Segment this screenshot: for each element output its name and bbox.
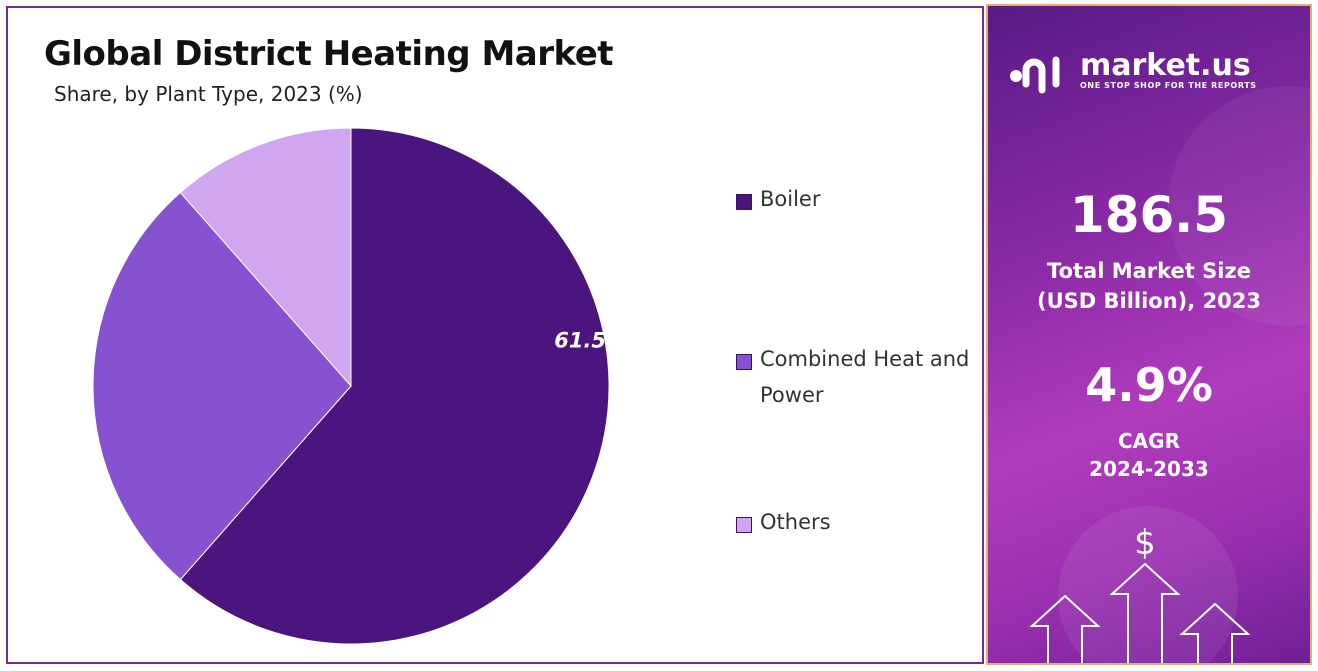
legend-swatch bbox=[736, 517, 752, 533]
brand-logo: market.us ONE STOP SHOP FOR THE REPORTS bbox=[1008, 46, 1257, 94]
brand-tagline: ONE STOP SHOP FOR THE REPORTS bbox=[1080, 80, 1257, 90]
chart-subtitle: Share, by Plant Type, 2023 (%) bbox=[54, 82, 363, 106]
arrow-up-icon bbox=[1029, 594, 1101, 663]
cagr-label-line1: CAGR bbox=[1118, 429, 1180, 453]
legend-swatch bbox=[736, 354, 752, 370]
pie-slice-boiler bbox=[179, 127, 610, 645]
legend-item-combined-heat-and-power: Combined Heat and Power bbox=[736, 347, 970, 413]
arrow-up-icon bbox=[1109, 562, 1181, 663]
legend-label: Combined Heat and Power bbox=[760, 347, 970, 407]
chart-panel: Global District Heating Market Share, by… bbox=[6, 6, 984, 664]
data-label-boiler: 61.5% bbox=[554, 329, 627, 353]
pie-chart: 61.5% bbox=[92, 127, 627, 645]
cagr-value: 4.9% bbox=[1085, 358, 1213, 412]
legend-label: Boiler bbox=[760, 187, 821, 211]
cagr-label-line2: 2024-2033 bbox=[1089, 457, 1209, 481]
arrow-up-icon bbox=[1179, 602, 1251, 663]
legend-swatch bbox=[736, 194, 752, 210]
summary-panel: market.us ONE STOP SHOP FOR THE REPORTS … bbox=[986, 4, 1312, 665]
market-size-label-line2: (USD Billion), 2023 bbox=[1036, 289, 1262, 313]
dollar-icon: $ bbox=[1134, 523, 1156, 563]
growth-arrows-illustration: $ bbox=[1029, 523, 1251, 663]
market-us-logo-icon bbox=[1010, 56, 1060, 94]
legend-label: Others bbox=[760, 510, 831, 534]
legend-item-boiler: Boiler bbox=[736, 187, 970, 217]
market-size-label-line1: Total Market Size bbox=[1047, 259, 1251, 283]
pie-slice-others bbox=[179, 127, 352, 388]
market-size-value: 186.5 bbox=[1069, 186, 1229, 244]
brand-name: market.us bbox=[1080, 47, 1251, 83]
chart-title: Global District Heating Market bbox=[44, 34, 614, 74]
legend-item-others: Others bbox=[736, 510, 970, 540]
pie-slice-combined-heat-and-power bbox=[92, 191, 352, 581]
